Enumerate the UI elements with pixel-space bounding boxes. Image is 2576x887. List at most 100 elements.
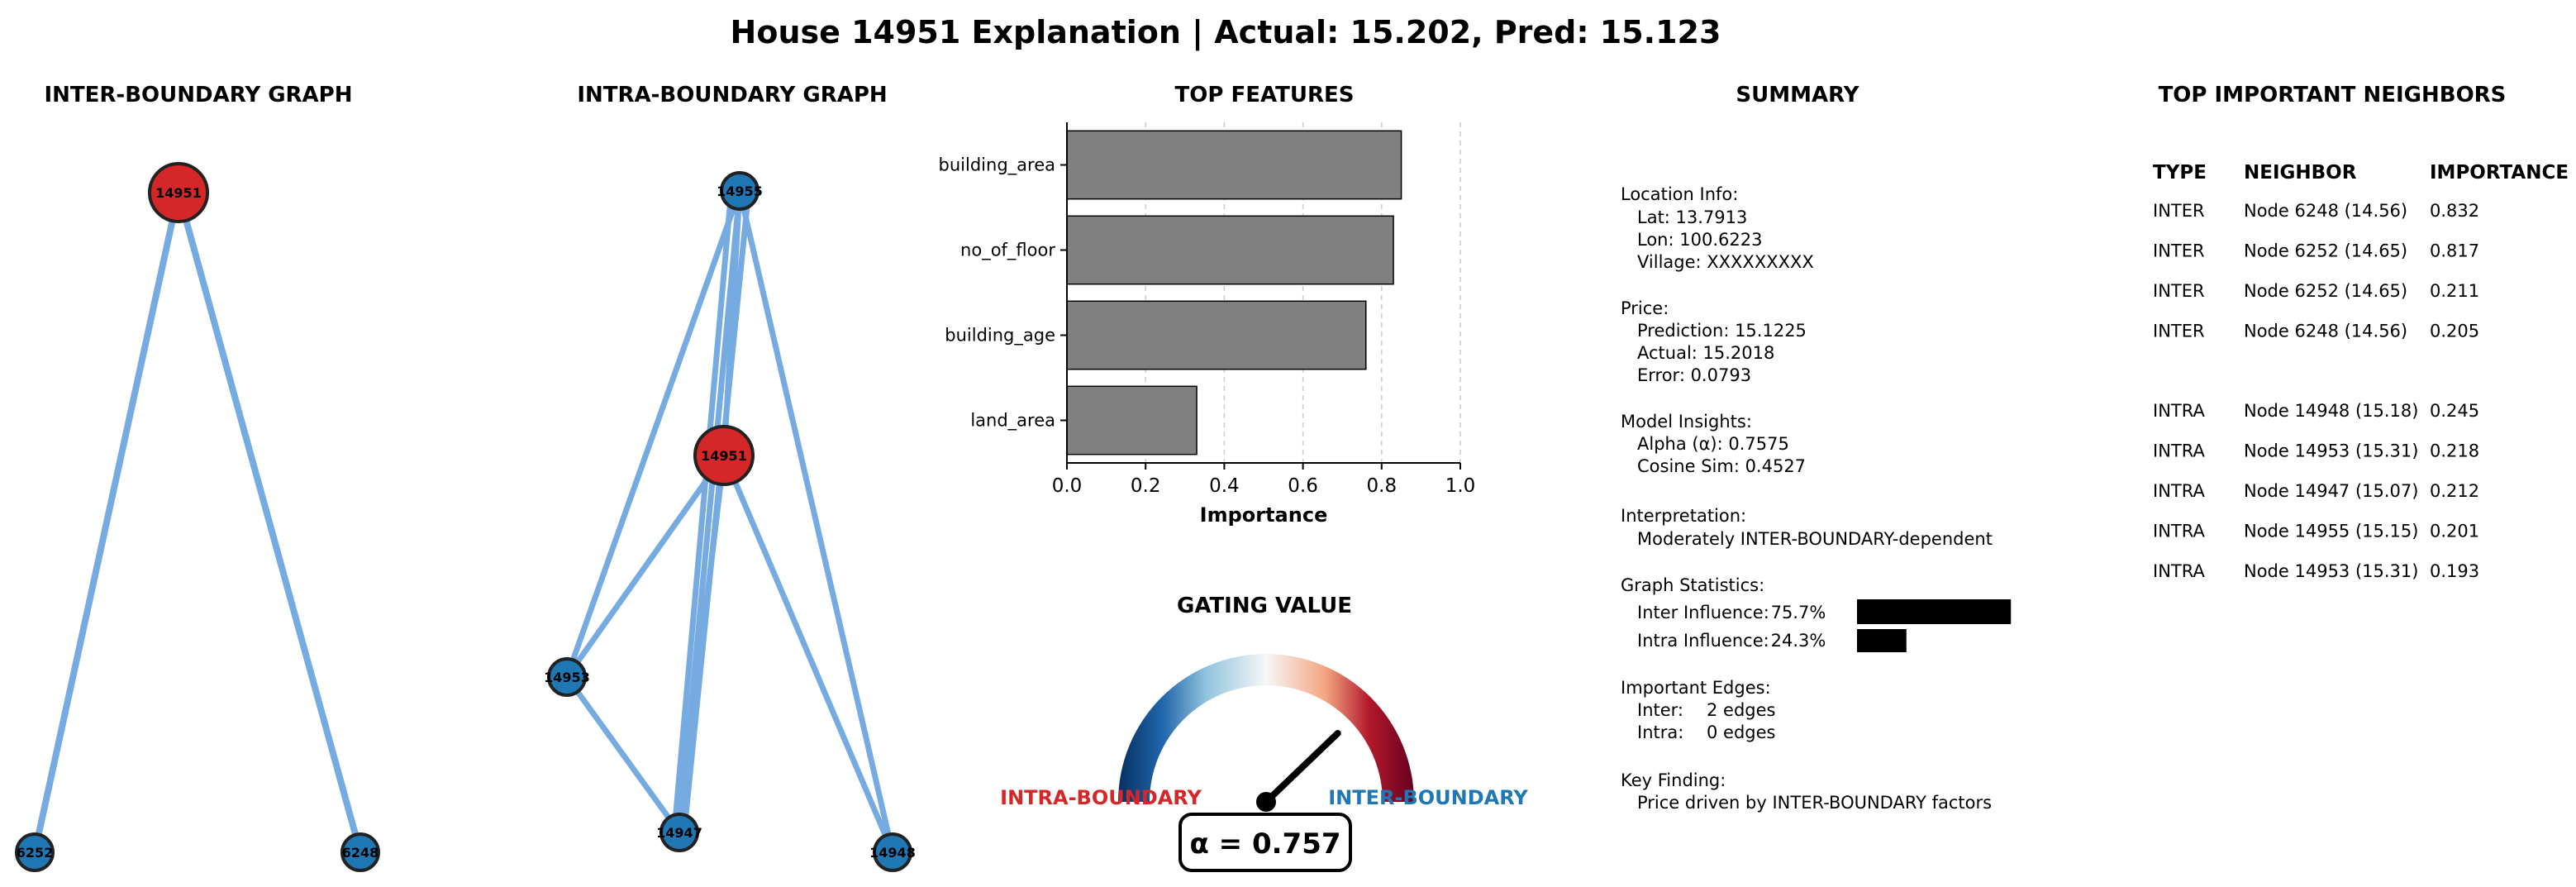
neighbor-type: INTER [2153, 281, 2205, 301]
feature-bar [1066, 130, 1402, 200]
bar-category-labels: building_area no_of_floor building_ageland… [939, 155, 1067, 432]
inter-graph-node-neighbor[interactable]: 6252 [15, 832, 55, 872]
gauge-needle [1263, 730, 1341, 805]
bar-x-tick-label: 0.0 [1052, 475, 1083, 497]
inter-graph-edges [31, 191, 364, 854]
summary-title: SUMMARY [1736, 83, 1859, 107]
summary-inter-influence-value: 75.7% [1771, 603, 1826, 622]
gauge-pivot [1256, 792, 1276, 812]
summary-panel: SUMMARY Location Info: Lat: 13.7913 Lon:… [1621, 83, 2012, 813]
bar-x-tick-label: 0.8 [1367, 475, 1398, 497]
summary-alpha: Alpha (α): 0.7575 [1637, 434, 1789, 454]
summary-lat: Lat: 13.7913 [1637, 207, 1747, 227]
intra-graph-title: INTRA-BOUNDARY GRAPH [577, 83, 887, 107]
neighbor-type: INTER [2153, 201, 2205, 221]
bar-x-tick-label: 0.6 [1288, 475, 1318, 497]
intra-edge [564, 675, 682, 835]
neighbors-header-type: TYPE [2153, 162, 2207, 184]
inter-influence-bar [1857, 599, 2012, 624]
intra-graph-edges [564, 189, 896, 854]
intra-edge [681, 198, 751, 832]
gauge-arc [1118, 654, 1414, 802]
neighbor-name: Node 14947 (15.07) [2244, 481, 2418, 501]
gauge-title: GATING VALUE [1177, 594, 1352, 618]
intra-graph-node-neighbor[interactable]: 14947 [656, 813, 702, 852]
gauge-right-label: INTER-BOUNDARY [1328, 786, 1528, 809]
neighbor-importance: 0.205 [2430, 322, 2479, 341]
summary-intra-influence-label: Intra Influence: [1637, 631, 1769, 651]
feature-bar [1066, 300, 1367, 370]
summary-price-header: Price: [1621, 298, 1669, 318]
intra-edge [736, 190, 896, 853]
inter-node-center-label: 14951 [155, 185, 202, 201]
inter-edge [175, 191, 364, 854]
summary-finding-header: Key Finding: [1621, 770, 1726, 790]
bar-x-tick-label: 0.2 [1131, 475, 1161, 497]
summary-inter-edges-value: 2 edges [1707, 700, 1775, 720]
summary-error: Error: 0.0793 [1637, 365, 1751, 385]
intra-node-label: 14955 [717, 184, 763, 199]
neighbor-rows: INTER Node 6248 (14.56) 0.832 INTER Node 625… [2153, 201, 2479, 581]
summary-edges-header: Important Edges: [1621, 678, 1771, 698]
neighbor-importance: 0.817 [2430, 241, 2479, 261]
features-chart-title: TOP FEATURES [1175, 83, 1355, 107]
intra-graph-panel: INTRA-BOUNDARY GRAPH 14955 14951 14953 [544, 83, 916, 872]
bar-category-label: no_of_floor [960, 241, 1055, 261]
main-title: House 14951 Explanation | Actual: 15.202… [731, 14, 1721, 51]
gauge-left-label: INTRA-BOUNDARY [1000, 786, 1202, 809]
summary-insights-header: Model Insights: [1621, 412, 1752, 432]
neighbor-name: Node 14953 (15.31) [2244, 441, 2418, 461]
summary-village: Village: XXXXXXXXX [1637, 252, 1814, 272]
neighbor-name: Node 14948 (15.18) [2244, 401, 2418, 421]
inter-graph-title: INTER-BOUNDARY GRAPH [44, 83, 352, 107]
summary-inter-influence-label: Inter Influence: [1637, 603, 1769, 622]
neighbor-row: INTER Node 6252 (14.65) 0.211 [2153, 281, 2479, 301]
gauge-value-label: α = 0.757 [1189, 827, 1340, 861]
neighbor-name: Node 6252 (14.65) [2244, 281, 2407, 301]
intra-graph-node-center[interactable]: 14951 [693, 425, 755, 486]
neighbors-header-neighbor: NEIGHBOR [2244, 162, 2357, 184]
neighbor-row: INTRA Node 14947 (15.07) 0.212 [2153, 481, 2479, 501]
neighbor-type: INTRA [2153, 522, 2205, 541]
intra-edge [564, 189, 743, 679]
neighbor-type: INTRA [2153, 561, 2205, 581]
features-chart: TOP FEATURES building_area no_of_floorbui… [939, 83, 1476, 527]
neighbor-importance: 0.201 [2430, 522, 2479, 541]
bar-category-label: building_age [945, 326, 1055, 346]
summary-actual: Actual: 15.2018 [1637, 343, 1774, 363]
intra-edge [671, 198, 734, 832]
intra-node-label: 14948 [869, 845, 916, 861]
intra-edge [721, 454, 896, 854]
bar-marks [1066, 130, 1402, 455]
neighbor-row: INTRA Node 14948 (15.18) 0.245 [2153, 401, 2479, 421]
gauge-value-box [1178, 813, 1352, 872]
feature-bar [1066, 215, 1394, 285]
neighbor-importance: 0.212 [2430, 481, 2479, 501]
gating-gauge: GATING VALUE INTRA-BOUNDARY INTER-BOUNDA… [1000, 594, 1528, 872]
intra-graph-node-neighbor[interactable]: 14948 [869, 832, 916, 872]
neighbor-type: INTRA [2153, 481, 2205, 501]
neighbor-type: INTER [2153, 241, 2205, 261]
neighbor-row: INTRA Node 14953 (15.31) 0.193 [2153, 561, 2479, 581]
intra-node-label: 14953 [544, 670, 590, 685]
neighbor-type: INTER [2153, 322, 2205, 341]
intra-graph-node-neighbor[interactable]: 14955 [717, 171, 763, 211]
neighbor-name: Node 6248 (14.56) [2244, 322, 2407, 341]
intra-graph-node-neighbor[interactable]: 14953 [544, 657, 590, 697]
summary-location-header: Location Info: [1621, 184, 1738, 204]
neighbor-row: INTER Node 6248 (14.56) 0.205 [2153, 322, 2479, 341]
bar-x-tick-label: 1.0 [1445, 475, 1476, 497]
neighbor-name: Node 6252 (14.65) [2244, 241, 2407, 261]
feature-bar [1066, 385, 1198, 455]
neighbor-type: INTRA [2153, 401, 2205, 421]
neighbor-importance: 0.245 [2430, 401, 2479, 421]
intra-edge [564, 453, 726, 680]
neighbor-importance: 0.193 [2430, 561, 2479, 581]
inter-graph-node-neighbor[interactable]: 6248 [340, 832, 380, 872]
summary-finding-text: Price driven by INTER-BOUNDARY factors [1637, 793, 1992, 813]
inter-graph-node-center[interactable]: 14951 [148, 162, 209, 223]
bar-category-label: land_area [970, 411, 1055, 432]
neighbor-importance: 0.832 [2430, 201, 2479, 221]
intra-influence-bar [1857, 629, 1907, 652]
